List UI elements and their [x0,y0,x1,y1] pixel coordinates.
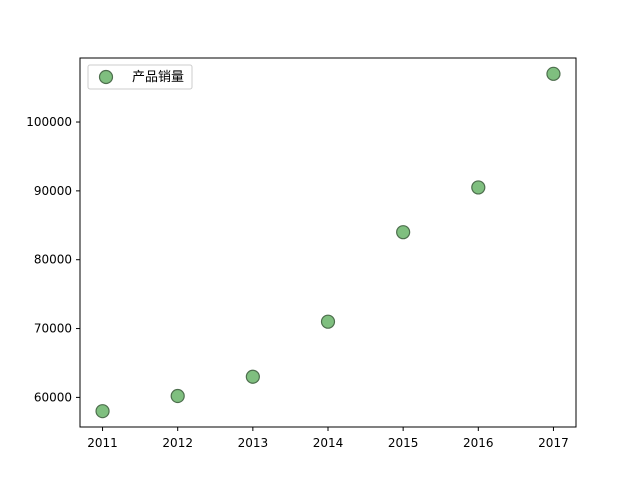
x-tick-label: 2016 [463,436,494,450]
x-tick-label: 2011 [87,436,118,450]
data-point [396,225,411,240]
data-point [546,66,561,81]
data-point [320,314,336,329]
legend-marker [98,69,114,85]
legend-box [87,64,193,90]
plot-area-frame [79,57,577,428]
legend-label: 产品销量 [132,70,184,85]
y-tick-label: 60000 [34,390,72,404]
data-point [471,180,486,195]
data-point [170,388,185,404]
x-tick-label: 2015 [388,436,419,450]
x-tick-label: 2014 [313,436,344,450]
axis-ticks: 2011 2012 2013 2014 2015 2016 2017 60000 70000 80… [26,115,569,450]
y-tick-label: 70000 [34,322,72,336]
y-tick-label: 90000 [34,184,72,198]
y-tick-label: 100000 [26,115,72,129]
data-points [95,66,561,419]
x-tick-label: 2017 [538,436,569,450]
legend: 产品销量 [87,64,193,90]
data-point [245,369,260,384]
data-point [95,404,110,419]
y-tick-label: 80000 [34,253,72,267]
x-tick-label: 2013 [238,436,269,450]
x-tick-label: 2012 [162,436,193,450]
